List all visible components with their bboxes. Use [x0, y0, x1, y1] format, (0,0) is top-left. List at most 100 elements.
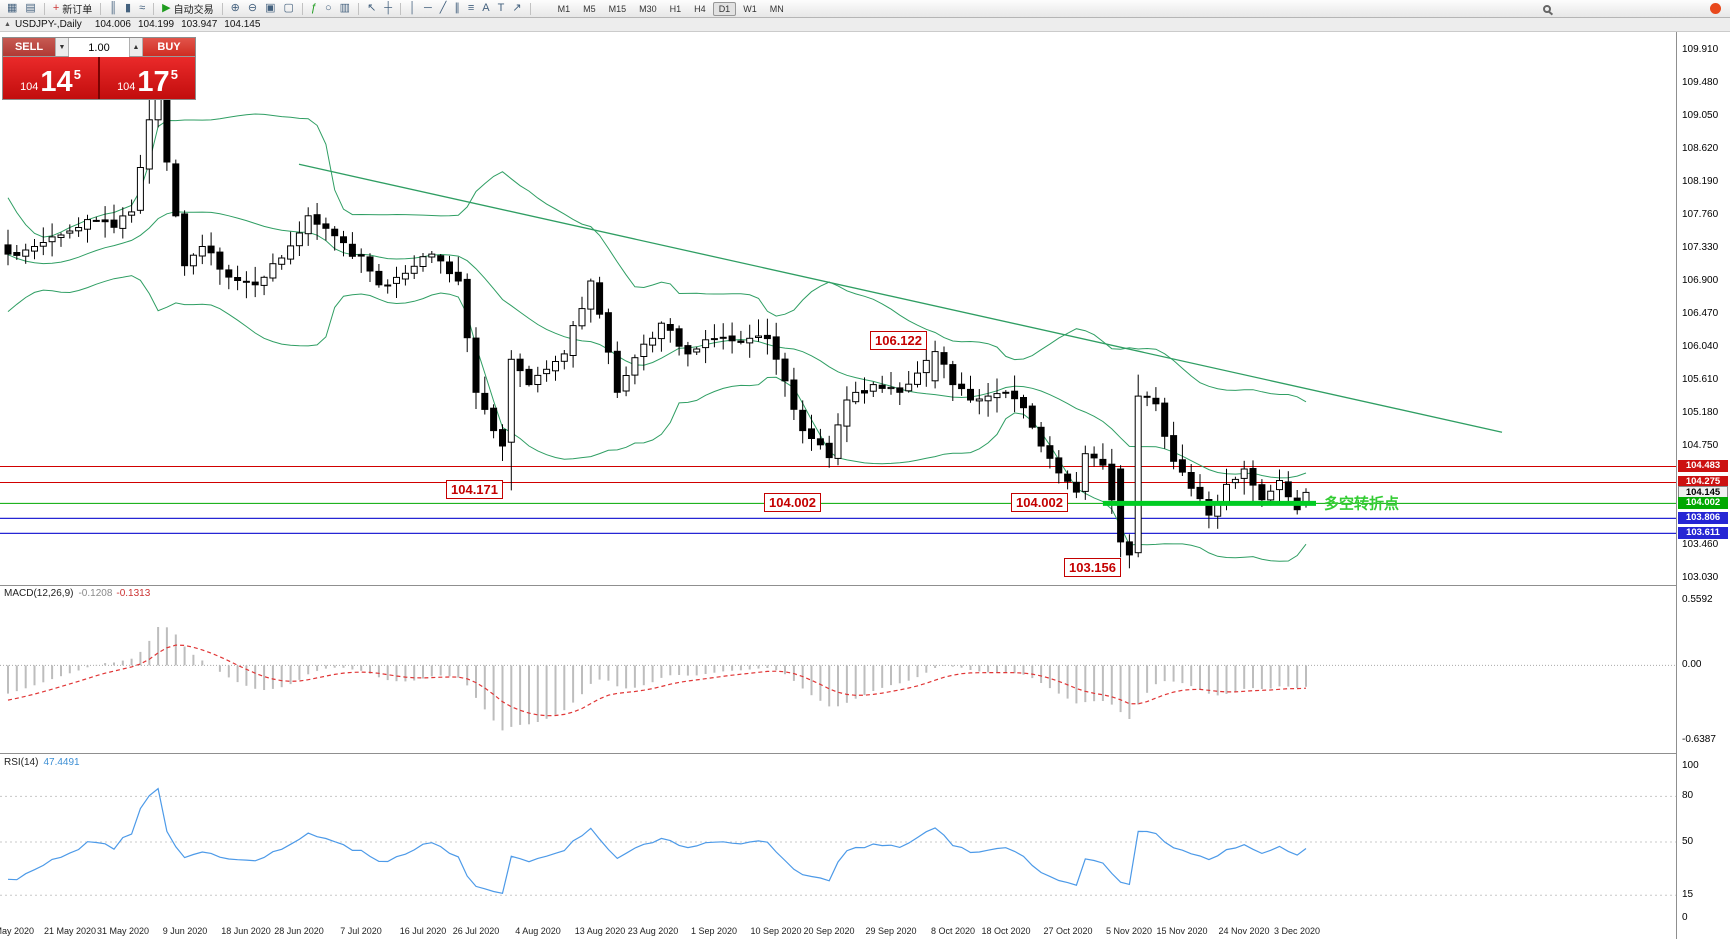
rsi-axis-label: 15 [1682, 889, 1694, 900]
ohlc-open: 104.006 [94, 19, 131, 30]
vertical-line-button[interactable]: │ [406, 1, 419, 17]
timeframe-button-d1[interactable]: D1 [712, 1, 737, 16]
time-axis-label: 8 Oct 2020 [930, 926, 976, 936]
price-axis-label: 106.470 [1682, 308, 1719, 319]
time-axis-label: 20 Sep 2020 [803, 926, 855, 936]
buy-button[interactable]: BUY [143, 38, 195, 56]
time-axis-label: 18 Oct 2020 [981, 926, 1031, 936]
time-axis-label: 27 Oct 2020 [1043, 926, 1093, 936]
time-axis-label: 9 Jun 2020 [162, 926, 208, 936]
rsi-axis-label: 50 [1682, 836, 1694, 847]
candlestick-chart-icon: ▮ [125, 2, 132, 14]
indicators-icon: ƒ [310, 2, 317, 14]
templates-button[interactable]: ▥ [337, 1, 353, 17]
bar-chart-icon: ║ [109, 2, 118, 14]
panel-separator[interactable] [0, 585, 1730, 586]
time-axis-label: 5 Nov 2020 [1105, 926, 1153, 936]
autotrading-icon: ▶ [162, 2, 171, 14]
tile-windows-button[interactable]: ▣ [262, 1, 278, 17]
time-axis-label: 26 Jul 2020 [452, 926, 500, 936]
sell-button[interactable]: SELL [3, 38, 55, 56]
macd-label: MACD(12,26,9) -0.1208 -0.1313 [4, 588, 151, 599]
sell-price-pip: 5 [73, 67, 81, 82]
timeframe-button-w1[interactable]: W1 [743, 3, 757, 14]
horizontal-line-button[interactable]: ─ [421, 1, 435, 17]
price-axis-label: 104.750 [1682, 440, 1719, 451]
vertical-line-icon: │ [409, 2, 416, 14]
timeframe-button-m15[interactable]: M15 [608, 3, 627, 14]
timeframe-button-mn[interactable]: MN [769, 3, 784, 14]
cascade-windows-button[interactable]: ▢ [280, 1, 296, 17]
time-axis-label: 10 Sep 2020 [750, 926, 802, 936]
new-order-icon: + [52, 2, 60, 14]
time-axis-label: 16 Jul 2020 [399, 926, 447, 936]
fibonacci-button[interactable]: ≡ [465, 1, 477, 17]
price-axis-label: 107.760 [1682, 209, 1719, 220]
candlestick-chart-button[interactable]: ▮ [122, 1, 134, 17]
trendline-button[interactable]: ╱ [437, 1, 450, 17]
timeframe-button-m30[interactable]: M30 [639, 3, 657, 14]
macd-value-2: -0.1313 [116, 588, 151, 599]
price-axis-label: 105.180 [1682, 407, 1719, 418]
time-axis-label: 12 May 2020 [0, 926, 35, 936]
toolbar-separator [43, 2, 45, 15]
zoom-out-icon: ⊖ [247, 2, 258, 14]
zoom-in-button[interactable]: ⊕ [228, 1, 243, 17]
bar-chart-button[interactable]: ║ [106, 1, 120, 17]
tile-windows-icon: ▣ [265, 2, 276, 14]
periods-icon: ○ [325, 2, 332, 14]
sell-price-display[interactable]: 104 14 5 [3, 57, 100, 99]
search-icon [1543, 4, 1551, 13]
indicators-button[interactable]: ƒ [308, 1, 320, 17]
autotrading-button-label: 自动交易 [173, 5, 214, 16]
text-label-button[interactable]: T [495, 1, 508, 17]
new-order-button[interactable]: + 新订单 [50, 1, 95, 17]
price-axis: 109.910 109.480 109.050 108.620 108.190 107.7… [1677, 0, 1730, 939]
svg-text:多空转折点: 多空转折点 [1324, 494, 1399, 512]
autotrading-button[interactable]: ▶ 自动交易 [159, 1, 216, 17]
text-button[interactable]: A [479, 1, 492, 17]
text-icon: A [482, 2, 490, 14]
new-chart-button[interactable]: ▦ [4, 1, 20, 17]
time-axis-label: 13 Aug 2020 [574, 926, 626, 936]
cursor-button[interactable]: ↖ [364, 1, 379, 17]
search-button[interactable] [1540, 1, 1554, 17]
time-axis-label: 3 Dec 2020 [1273, 926, 1321, 936]
arrows-button[interactable]: ↗ [509, 1, 524, 17]
buy-price-big: 17 [137, 66, 170, 99]
ohlc-low: 103.947 [181, 19, 218, 30]
price-axis-label: 103.460 [1682, 539, 1719, 550]
macd-axis-label: 0.00 [1682, 659, 1702, 670]
volume-input[interactable] [69, 39, 129, 57]
cascade-windows-icon: ▢ [283, 2, 294, 14]
timeframe-button-h4[interactable]: H4 [694, 3, 706, 14]
price-tag: 104.275 [1678, 476, 1728, 488]
macd-axis-label: 0.5592 [1682, 594, 1713, 605]
timeframe-button-m1[interactable]: M1 [557, 3, 571, 14]
time-axis-label: 21 May 2020 [43, 926, 97, 936]
timeframe-button-h1[interactable]: H1 [669, 3, 682, 14]
channel-button[interactable]: ∥ [451, 1, 463, 17]
ohlc-close: 104.145 [224, 19, 261, 30]
buy-price-display[interactable]: 104 17 5 [100, 57, 195, 99]
symbol-label: USDJPY-,Daily [14, 19, 82, 30]
price-chart-plot[interactable]: 多空转折点 [0, 32, 1676, 922]
periods-button[interactable]: ○ [322, 1, 335, 17]
macd-value-1: -0.1208 [78, 588, 113, 599]
toolbar-separator [358, 2, 360, 15]
crosshair-button[interactable]: ┼ [381, 1, 395, 17]
notification-icon[interactable] [1710, 3, 1721, 14]
time-axis-label: 29 Sep 2020 [865, 926, 917, 936]
volume-decrease-button[interactable]: ▼ [55, 38, 69, 56]
timeframe-button-m5[interactable]: M5 [583, 3, 596, 14]
zoom-out-button[interactable]: ⊖ [245, 1, 260, 17]
toolbar-separator [100, 2, 102, 15]
profiles-button[interactable]: ▤ [22, 1, 38, 17]
price-tag: 104.483 [1678, 460, 1728, 472]
volume-increase-button[interactable]: ▲ [129, 38, 143, 56]
rsi-axis-label: 0 [1682, 912, 1688, 923]
profiles-icon: ▤ [25, 2, 36, 14]
panel-separator[interactable] [0, 753, 1730, 754]
line-chart-button[interactable]: ≈ [136, 1, 148, 17]
